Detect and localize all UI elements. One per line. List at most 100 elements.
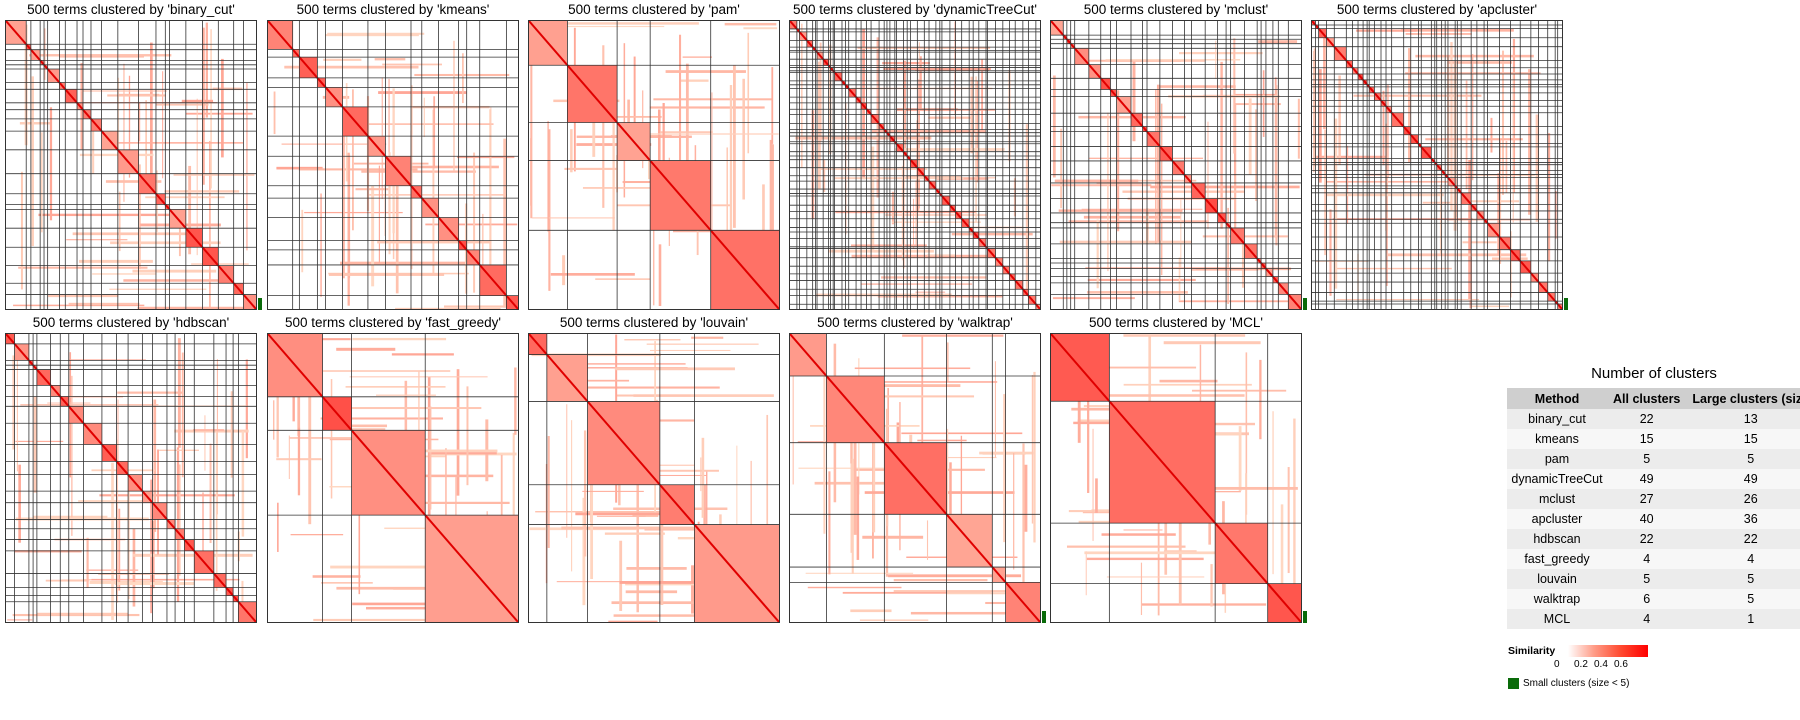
heatmap [1050, 333, 1302, 623]
table-row: pam 5 5 [1507, 449, 1800, 469]
small-cluster-legend: Small clusters (size < 5) [1508, 678, 1629, 689]
heatmap-svg [790, 334, 1040, 622]
panel-title: 500 terms clustered by 'walktrap' [817, 315, 1013, 330]
heatmap-svg [790, 21, 1040, 309]
cluster-boundaries [1051, 21, 1301, 309]
heatmap-panel-louvain: 500 terms clustered by 'louvain' [528, 313, 780, 623]
heatmap [528, 333, 780, 623]
legend-tick: 0.4 [1594, 659, 1608, 670]
count-cell: 36 [1686, 509, 1800, 529]
panel-title: 500 terms clustered by 'MCL' [1089, 315, 1263, 330]
table-row: fast_greedy 4 4 [1507, 549, 1800, 569]
heatmap [1311, 20, 1563, 310]
panel-title: 500 terms clustered by 'pam' [568, 2, 740, 17]
count-cell: 49 [1607, 469, 1687, 489]
count-cell: 5 [1686, 569, 1800, 589]
method-cell: mclust [1507, 489, 1607, 509]
heatmap-panel-dynamicTreeCut: 500 terms clustered by 'dynamicTreeCut' [789, 0, 1041, 310]
method-cell: MCL [1507, 609, 1607, 629]
heatmap-svg [6, 21, 256, 309]
count-cell: 5 [1686, 449, 1800, 469]
heatmap-svg [529, 334, 779, 622]
method-cell: apcluster [1507, 509, 1607, 529]
count-cell: 22 [1686, 529, 1800, 549]
method-cell: kmeans [1507, 429, 1607, 449]
heatmap-svg [1312, 21, 1562, 309]
table-row: walktrap 6 5 [1507, 589, 1800, 609]
count-cell: 40 [1607, 509, 1687, 529]
heatmap [528, 20, 780, 310]
cluster-boundaries [6, 334, 256, 622]
heatmap [5, 333, 257, 623]
small-cluster-label: Small clusters (size < 5) [1523, 678, 1630, 689]
cluster-boundaries [268, 21, 518, 309]
legend-gradient [1568, 645, 1648, 657]
count-cell: 5 [1607, 569, 1687, 589]
count-cell: 22 [1607, 529, 1687, 549]
count-cell: 1 [1686, 609, 1800, 629]
count-cell: 15 [1607, 429, 1687, 449]
count-cell: 49 [1686, 469, 1800, 489]
diagonal [268, 334, 518, 622]
table-header-1: All clusters [1607, 388, 1687, 409]
heatmap [267, 20, 519, 310]
heatmap-svg [1051, 21, 1301, 309]
panel-title: 500 terms clustered by 'fast_greedy' [284, 315, 501, 330]
diagonal [1051, 21, 1301, 309]
panel-title: 500 terms clustered by 'kmeans' [296, 2, 490, 17]
table-row: kmeans 15 15 [1507, 429, 1800, 449]
cluster-boundaries [529, 334, 779, 622]
count-cell: 6 [1607, 589, 1687, 609]
method-cell: dynamicTreeCut [1507, 469, 1607, 489]
diagonal [6, 334, 256, 622]
table-title: Number of clusters [1591, 365, 1717, 382]
table-row: louvain 5 5 [1507, 569, 1800, 589]
small-cluster-swatch [1508, 678, 1519, 689]
heatmap [789, 20, 1041, 310]
count-cell: 5 [1686, 589, 1800, 609]
heatmap-svg [1051, 334, 1301, 622]
heatmap [789, 333, 1041, 623]
heatmap-panel-mclust: 500 terms clustered by 'mclust' [1050, 0, 1307, 310]
heatmap-panel-apcluster: 500 terms clustered by 'apcluster' [1311, 0, 1568, 310]
diagonal [790, 334, 1040, 622]
small-cluster-marker [258, 298, 262, 310]
heatmap-svg [529, 21, 779, 309]
panel-title: 500 terms clustered by 'binary_cut' [27, 2, 235, 17]
background-noise [273, 32, 518, 309]
method-cell: louvain [1507, 569, 1607, 589]
legend-tick: 0.2 [1574, 659, 1588, 670]
count-cell: 15 [1686, 429, 1800, 449]
heatmap [267, 333, 519, 623]
count-cell: 13 [1686, 409, 1800, 429]
method-cell: pam [1507, 449, 1607, 469]
cluster-count-table: Method All clusters Large clusters (size b… [1507, 388, 1800, 629]
small-cluster-marker [1303, 298, 1307, 310]
count-cell: 5 [1607, 449, 1687, 469]
heatmap-svg [268, 334, 518, 622]
similarity-legend: Similarity 0 0.2 0.4 0.6 [1508, 645, 1648, 670]
cluster-boundaries [790, 334, 1040, 622]
table-header-0: Method [1507, 388, 1607, 409]
cluster-boundaries [6, 21, 256, 309]
small-cluster-marker [1303, 611, 1307, 623]
table-header-2: Large clusters (size [1686, 388, 1800, 409]
count-cell: 4 [1607, 549, 1687, 569]
count-cell: 4 [1686, 549, 1800, 569]
table-row: hdbscan 22 22 [1507, 529, 1800, 549]
heatmap-panel-kmeans: 500 terms clustered by 'kmeans' [267, 0, 519, 310]
heatmap-panel-binary_cut: 500 terms clustered by 'binary_cut' [5, 0, 262, 310]
cluster-boundaries [529, 21, 779, 309]
heatmap-panel-walktrap: 500 terms clustered by 'walktrap' [789, 313, 1046, 623]
table-row: binary_cut 22 13 [1507, 409, 1800, 429]
diagonal [790, 21, 1040, 309]
heatmap-panel-fast_greedy: 500 terms clustered by 'fast_greedy' [267, 313, 519, 623]
panel-title: 500 terms clustered by 'dynamicTreeCut' [792, 2, 1037, 17]
cluster-boundaries [1312, 21, 1562, 309]
small-cluster-marker [1564, 298, 1568, 310]
method-cell: binary_cut [1507, 409, 1607, 429]
method-cell: hdbscan [1507, 529, 1607, 549]
count-cell: 22 [1607, 409, 1687, 429]
heatmap-panel-hdbscan: 500 terms clustered by 'hdbscan' [5, 313, 257, 623]
heatmap [5, 20, 257, 310]
